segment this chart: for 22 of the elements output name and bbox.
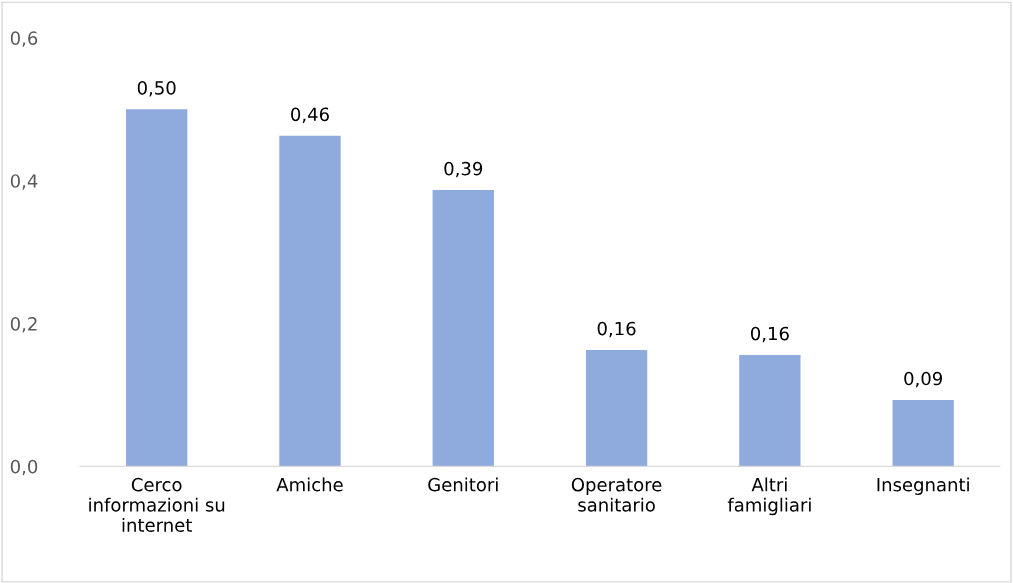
x-tick-label: Altri famigliari	[727, 477, 811, 516]
data-label: 0,09	[904, 371, 943, 388]
bar	[126, 109, 188, 467]
y-tick-label: 0,2	[10, 317, 37, 333]
data-label: 0,39	[444, 161, 483, 178]
x-tick-label: Insegnanti	[877, 477, 969, 495]
data-label: 0,46	[291, 107, 329, 123]
x-tick-label: Cerco informazioni su internet	[89, 477, 225, 532]
y-tick-label: 0,4	[10, 174, 38, 190]
data-label: 0,50	[137, 81, 176, 97]
x-tick-label: Amiche	[276, 477, 343, 492]
data-label: 0,16	[597, 321, 636, 338]
data-label: 0,16	[750, 326, 789, 343]
bar	[739, 354, 801, 467]
x-tick-label: Operatore sanitario	[571, 477, 662, 512]
bar	[892, 399, 954, 467]
x-tick-label: Genitori	[428, 477, 498, 492]
y-tick-label: 0,6	[10, 31, 38, 47]
bar	[585, 349, 648, 467]
y-tick-label: 0,0	[10, 459, 38, 476]
bar	[432, 190, 494, 467]
bar	[279, 135, 341, 467]
